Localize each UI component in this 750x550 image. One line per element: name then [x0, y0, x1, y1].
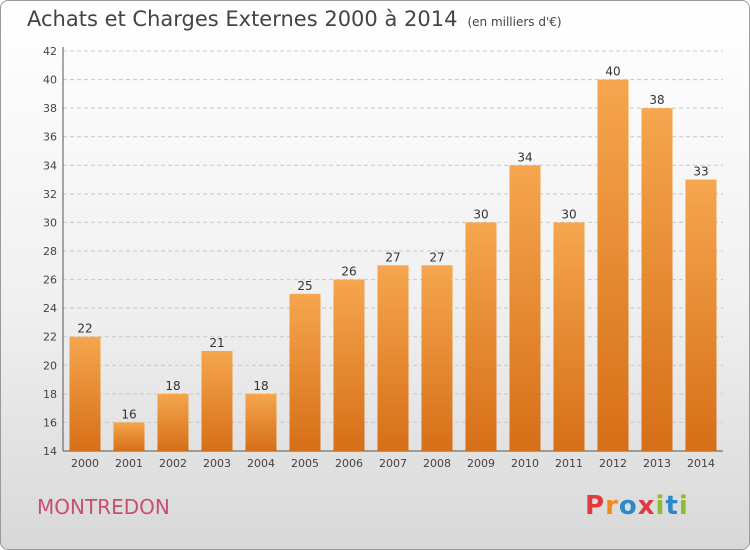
y-tick-label: 28 — [43, 245, 57, 258]
y-tick-label: 30 — [43, 216, 57, 229]
data-label: 27 — [429, 250, 444, 264]
logo-letter: i — [678, 491, 689, 521]
logo-letter: o — [618, 491, 638, 521]
data-label: 25 — [297, 279, 312, 293]
x-tick-label: 2014 — [687, 457, 715, 470]
logo-letter: t — [665, 491, 679, 521]
data-label: 30 — [473, 207, 488, 221]
x-tick-label: 2010 — [511, 457, 539, 470]
y-tick-label: 24 — [43, 302, 57, 315]
y-tick-label: 34 — [43, 159, 57, 172]
x-tick-label: 2005 — [291, 457, 319, 470]
bar — [685, 179, 717, 452]
x-tick-label: 2006 — [335, 457, 363, 470]
y-tick-label: 20 — [43, 359, 57, 372]
data-label: 18 — [253, 379, 268, 393]
data-label: 16 — [121, 407, 136, 421]
x-tick-label: 2007 — [379, 457, 407, 470]
x-tick-label: 2013 — [643, 457, 671, 470]
logo-letter: x — [637, 491, 656, 521]
x-tick-label: 2012 — [599, 457, 627, 470]
y-tick-label: 16 — [43, 416, 57, 429]
data-label: 38 — [649, 93, 664, 107]
chart-title: Achats et Charges Externes 2000 à 2014 — [27, 7, 458, 31]
data-label: 27 — [385, 250, 400, 264]
title-row: Achats et Charges Externes 2000 à 2014 (e… — [27, 7, 562, 31]
commune-name: MONTREDON — [37, 495, 170, 519]
data-label: 34 — [517, 150, 532, 164]
logo-letter: P — [585, 491, 606, 521]
y-tick-label: 38 — [43, 102, 57, 115]
x-tick-label: 2004 — [247, 457, 275, 470]
data-label: 22 — [77, 322, 92, 336]
y-tick-label: 22 — [43, 331, 57, 344]
x-tick-label: 2000 — [71, 457, 99, 470]
data-label: 21 — [209, 336, 224, 350]
bar — [69, 336, 101, 451]
chart-unit: (en milliers d'€) — [467, 15, 562, 29]
y-tick-label: 26 — [43, 274, 57, 287]
logo-letter: r — [605, 491, 619, 521]
x-tick-label: 2001 — [115, 457, 143, 470]
x-tick-label: 2008 — [423, 457, 451, 470]
data-label: 30 — [561, 207, 576, 221]
y-tick-label: 18 — [43, 388, 57, 401]
bar — [333, 279, 365, 451]
y-tick-label: 42 — [43, 45, 57, 58]
x-tick-label: 2003 — [203, 457, 231, 470]
x-tick-label: 2011 — [555, 457, 583, 470]
logo-letter: i — [655, 491, 666, 521]
bar — [289, 293, 321, 451]
y-tick-label: 36 — [43, 131, 57, 144]
bar — [201, 351, 233, 451]
data-label: 40 — [605, 65, 620, 79]
bar — [465, 222, 497, 451]
data-label: 33 — [693, 165, 708, 179]
bar — [377, 265, 409, 451]
bar — [157, 393, 189, 451]
bar — [245, 393, 277, 451]
proxiti-logo: Proxiti — [585, 491, 689, 521]
bar — [641, 108, 673, 452]
x-tick-label: 2009 — [467, 457, 495, 470]
bar — [553, 222, 585, 451]
bar — [597, 79, 629, 452]
x-tick-label: 2002 — [159, 457, 187, 470]
bar — [113, 422, 145, 451]
data-label: 26 — [341, 265, 356, 279]
y-tick-label: 40 — [43, 74, 57, 87]
bar — [421, 265, 453, 451]
data-label: 18 — [165, 379, 180, 393]
bar — [509, 165, 541, 452]
y-tick-label: 32 — [43, 188, 57, 201]
y-tick-label: 14 — [43, 445, 57, 458]
